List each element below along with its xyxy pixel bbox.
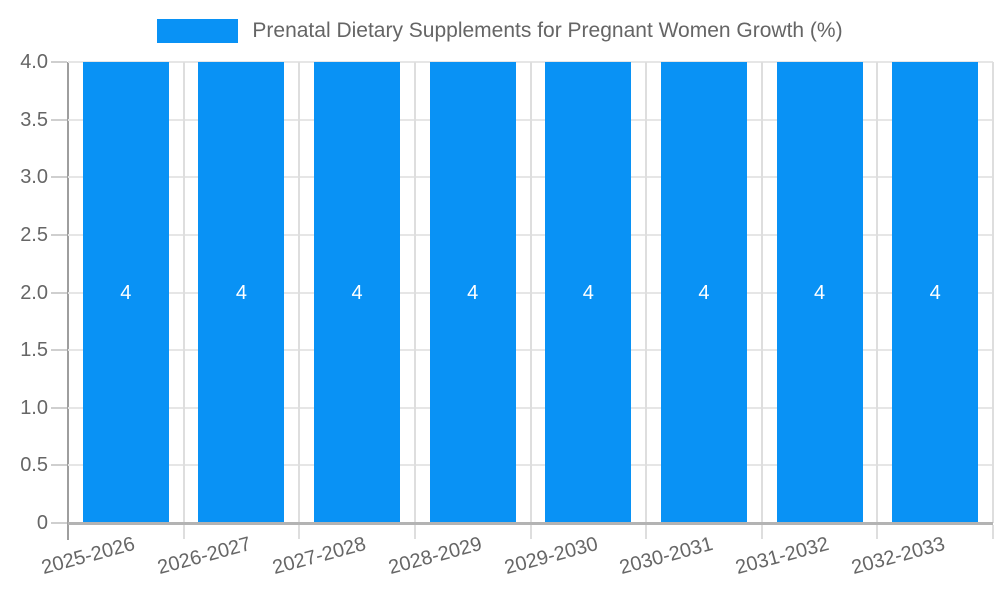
v-gridline <box>298 62 301 523</box>
x-axis-tick <box>182 525 185 539</box>
y-axis-tick <box>51 291 67 294</box>
bar-2030-2031[interactable] <box>660 62 747 523</box>
bar-2026-2027[interactable] <box>198 62 285 523</box>
y-axis-tick <box>51 406 67 409</box>
chart-legend[interactable]: Prenatal Dietary Supplements for Pregnan… <box>0 14 1000 48</box>
y-tick-label: 4.0 <box>20 51 48 73</box>
bar-2025-2026[interactable] <box>82 62 169 523</box>
v-gridline <box>182 62 185 523</box>
x-axis-tick <box>413 525 416 539</box>
y-tick-label: 0 <box>36 512 48 534</box>
bar-value-label: 4 <box>467 281 479 304</box>
bar-value-label: 4 <box>814 281 826 304</box>
bar-2032-2033[interactable] <box>892 62 979 523</box>
x-tick-label: 2031-2032 <box>733 533 832 580</box>
y-tick-label: 0.5 <box>20 454 48 477</box>
x-axis-tick <box>298 525 301 539</box>
y-tick-label: 2.5 <box>20 223 48 246</box>
bar-value-label: 4 <box>351 281 363 304</box>
x-tick-label: 2028-2029 <box>386 533 485 580</box>
x-tick-label: 2027-2028 <box>270 533 369 580</box>
y-axis-tick <box>51 464 67 467</box>
chart-title: Prenatal Dietary Supplements for Pregnan… <box>252 19 843 42</box>
y-axis-tick <box>51 176 67 179</box>
bar-value-label: 4 <box>929 281 941 304</box>
legend-swatch <box>157 19 239 43</box>
y-axis-tick <box>51 233 67 236</box>
x-axis-tick <box>876 525 879 539</box>
v-gridline <box>876 62 879 523</box>
x-axis-line <box>68 522 993 525</box>
y-axis-line <box>67 62 69 540</box>
plot-area: 4 4 4 4 4 4 4 4 <box>68 61 994 523</box>
x-tick-label: 2029-2030 <box>501 533 601 580</box>
bar-value-label: 4 <box>235 281 247 304</box>
bar-2027-2028[interactable] <box>314 62 401 523</box>
bar-2028-2029[interactable] <box>429 62 516 523</box>
bar-value-label: 4 <box>120 281 132 304</box>
y-tick-label: 3.5 <box>20 108 48 131</box>
x-axis-tick <box>992 525 994 539</box>
x-tick-label: 2025-2026 <box>39 533 138 580</box>
v-gridline <box>992 62 994 523</box>
x-tick-label: 2026-2027 <box>155 533 254 580</box>
x-tick-label: 2030-2031 <box>617 533 716 580</box>
v-gridline <box>760 62 763 523</box>
y-tick-label: 3.0 <box>20 166 48 189</box>
v-gridline <box>645 62 648 523</box>
bar-value-label: 4 <box>698 281 710 304</box>
v-gridline <box>413 62 416 523</box>
y-axis-tick <box>51 522 67 524</box>
y-tick-label: 1.5 <box>20 339 48 362</box>
y-tick-label: 1.0 <box>20 396 48 419</box>
x-axis-tick <box>760 525 763 539</box>
y-axis-tick <box>51 118 67 121</box>
x-axis-tick <box>645 525 648 539</box>
x-axis-tick <box>529 525 532 539</box>
v-gridline <box>529 62 532 523</box>
y-tick-label: 2.0 <box>20 281 48 304</box>
y-axis-tick <box>51 349 67 352</box>
x-tick-label: 2032-2033 <box>848 533 947 580</box>
y-axis-tick <box>51 61 67 63</box>
bar-2031-2032[interactable] <box>776 62 863 523</box>
bar-value-label: 4 <box>582 281 594 304</box>
bar-2029-2030[interactable] <box>545 62 632 523</box>
